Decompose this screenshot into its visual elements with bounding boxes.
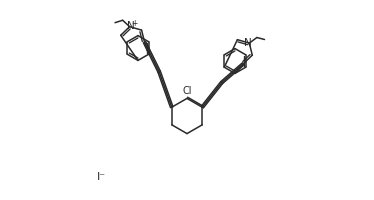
Text: N: N	[128, 21, 135, 31]
Text: +: +	[131, 19, 138, 28]
Text: N: N	[244, 38, 252, 48]
Text: Cl: Cl	[182, 86, 192, 96]
Text: I⁻: I⁻	[96, 172, 106, 182]
